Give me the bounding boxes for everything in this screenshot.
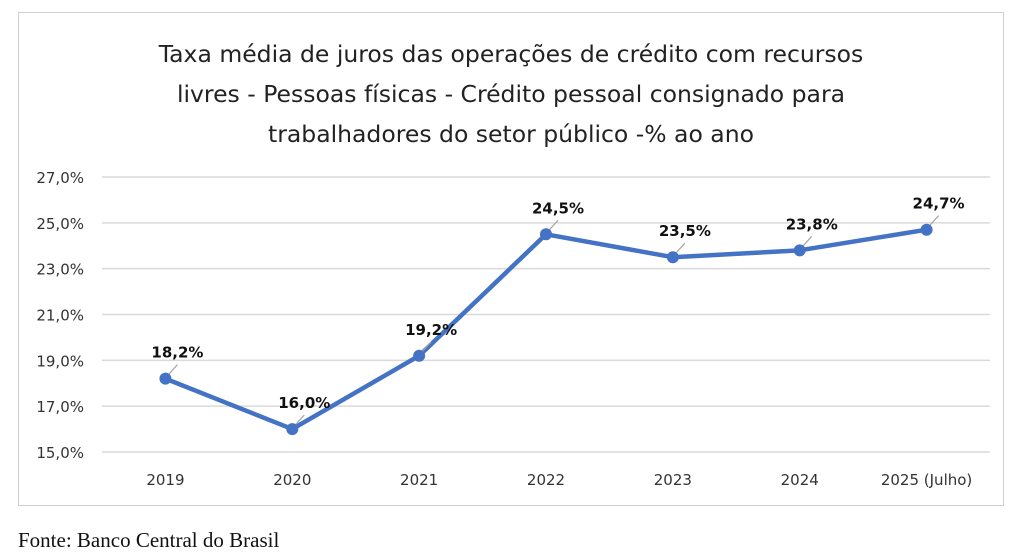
leader-line — [420, 341, 432, 354]
x-tick-label: 2019 — [146, 471, 184, 489]
source-note: Fonte: Banco Central do Brasil — [18, 528, 280, 552]
y-tick-label: 19,0% — [36, 352, 84, 370]
title-line-3: trabalhadores do setor público -% ao ano — [268, 120, 754, 148]
leader-line — [166, 364, 178, 377]
title-line-2: livres - Pessoas físicas - Crédito pesso… — [176, 80, 846, 108]
data-label: 24,7% — [913, 195, 965, 213]
data-label: 19,2% — [405, 321, 457, 339]
data-point — [159, 372, 172, 385]
x-tick-label: 2025 (Julho) — [881, 471, 972, 489]
y-tick-label: 21,0% — [36, 307, 84, 325]
data-point — [413, 349, 426, 362]
data-point — [793, 244, 806, 257]
y-tick-label: 15,0% — [36, 444, 84, 462]
x-tick-label: 2020 — [273, 471, 311, 489]
leader-line — [547, 219, 559, 232]
data-point — [920, 223, 933, 236]
leader-line — [674, 242, 686, 255]
data-point — [286, 423, 299, 436]
leader-line — [928, 215, 940, 228]
x-tick-label: 2024 — [781, 471, 819, 489]
data-label: 16,0% — [278, 394, 330, 412]
chart-frame — [18, 12, 1004, 506]
leader-line — [293, 414, 305, 427]
data-label: 23,5% — [659, 222, 711, 240]
y-tick-label: 27,0% — [36, 169, 84, 187]
y-tick-label: 17,0% — [36, 398, 84, 416]
data-label: 24,5% — [532, 199, 584, 217]
x-tick-label: 2023 — [654, 471, 692, 489]
y-tick-label: 23,0% — [36, 261, 84, 279]
data-point — [666, 251, 679, 264]
x-tick-label: 2022 — [527, 471, 565, 489]
x-tick-label: 2021 — [400, 471, 438, 489]
data-label: 18,2% — [151, 344, 203, 362]
y-tick-label: 25,0% — [36, 215, 84, 233]
leader-line — [801, 235, 813, 248]
title-line-1: Taxa média de juros das operações de cré… — [158, 40, 864, 68]
data-label: 23,8% — [786, 215, 838, 233]
data-point — [540, 228, 552, 241]
chart-title: Taxa média de juros das operações de cré… — [18, 34, 1004, 154]
